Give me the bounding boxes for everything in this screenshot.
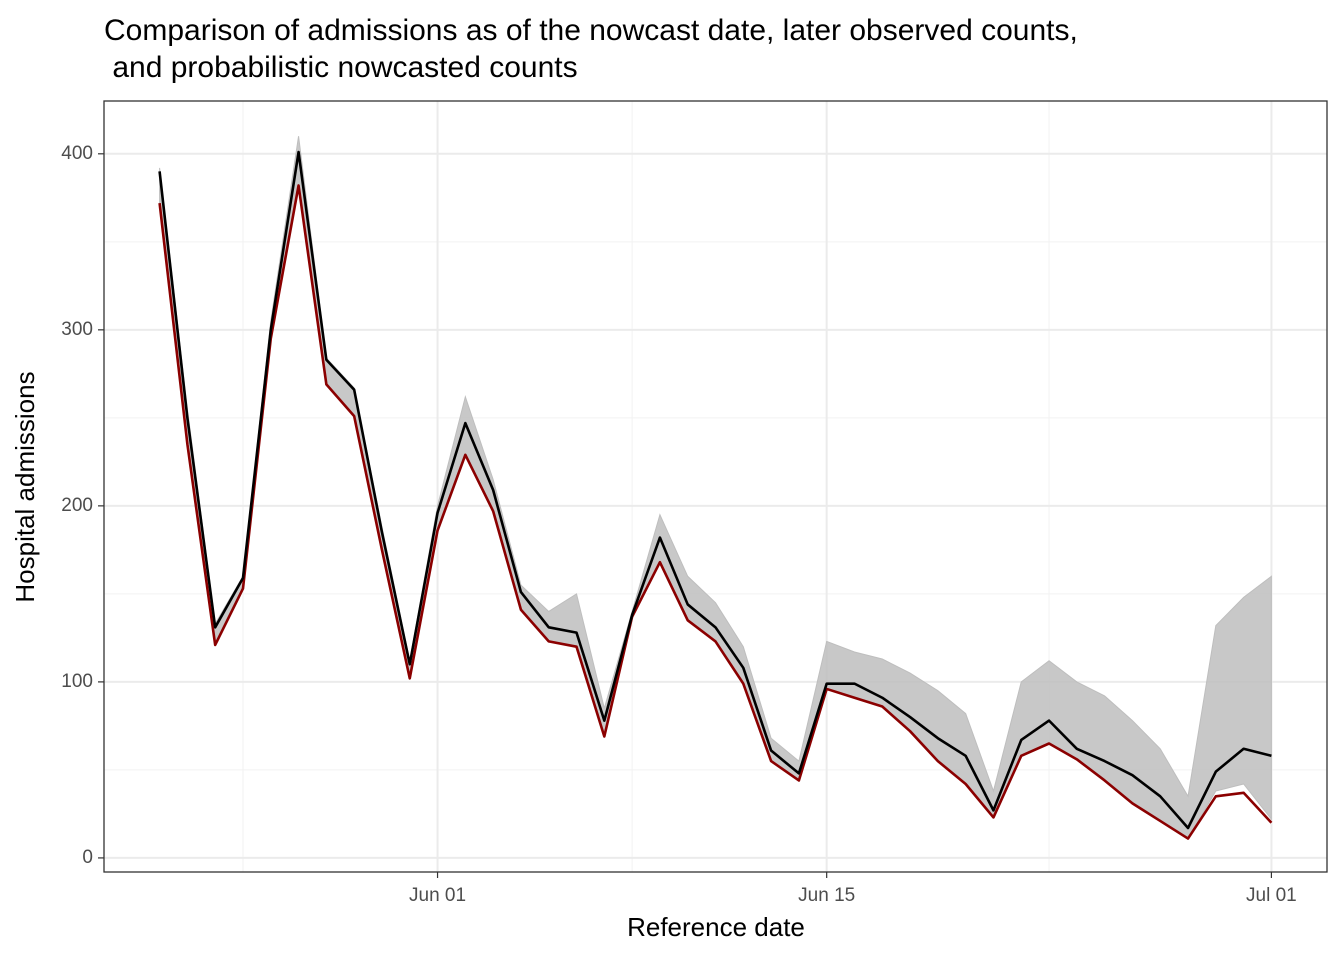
y-tick-label: 400 <box>61 143 93 164</box>
x-tick-label: Jul 01 <box>1246 885 1297 906</box>
x-tick-label: Jun 15 <box>798 885 855 906</box>
chart-title: Comparison of admissions as of the nowca… <box>104 14 1078 84</box>
y-tick-label: 100 <box>61 671 93 692</box>
series-line <box>158 150 1272 830</box>
x-axis-title: Reference date <box>627 912 805 942</box>
x-tick-label: Jun 01 <box>409 885 466 906</box>
y-tick-label: 300 <box>61 319 93 340</box>
y-tick-label: 200 <box>61 495 93 516</box>
y-axis-title: Hospital admissions <box>10 371 40 602</box>
series-line <box>158 184 1273 840</box>
y-tick-label: 0 <box>82 847 93 868</box>
plot-border <box>103 100 1328 873</box>
